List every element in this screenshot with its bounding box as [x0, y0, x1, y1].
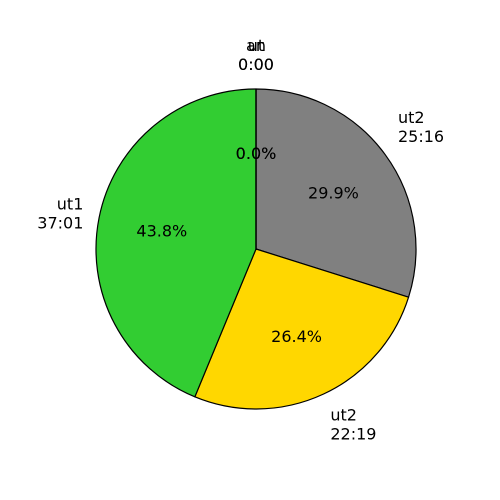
pie-labels: ut2 25:16 29.9% ut2 22:19 26.4% ut1 37:01 43.8% a…: [37, 36, 444, 444]
pie-slice-ut1-2: [95, 88, 257, 398]
pie-slices: [95, 88, 417, 410]
slice-label-3: an 0:00: [238, 36, 274, 74]
slice-label-0: ut2 25:16: [398, 108, 444, 146]
slice-pct-label-3: 0.0%: [236, 144, 277, 163]
slice-pct-label-0: 29.9%: [308, 183, 359, 202]
pie-slice-ut2-1: [194, 248, 410, 410]
slice-pct-label-1: 26.4%: [271, 327, 322, 346]
slice-pct-label-2: 43.8%: [136, 221, 187, 240]
slice-label-1: ut2 22:19: [330, 406, 376, 444]
pie-slice-ut2-0: [255, 88, 417, 298]
slice-label-4: ut 0:00: [238, 36, 274, 74]
slice-label-2: ut1 37:01: [37, 195, 83, 233]
slice-pct-label-4: 0.0%: [236, 144, 277, 163]
